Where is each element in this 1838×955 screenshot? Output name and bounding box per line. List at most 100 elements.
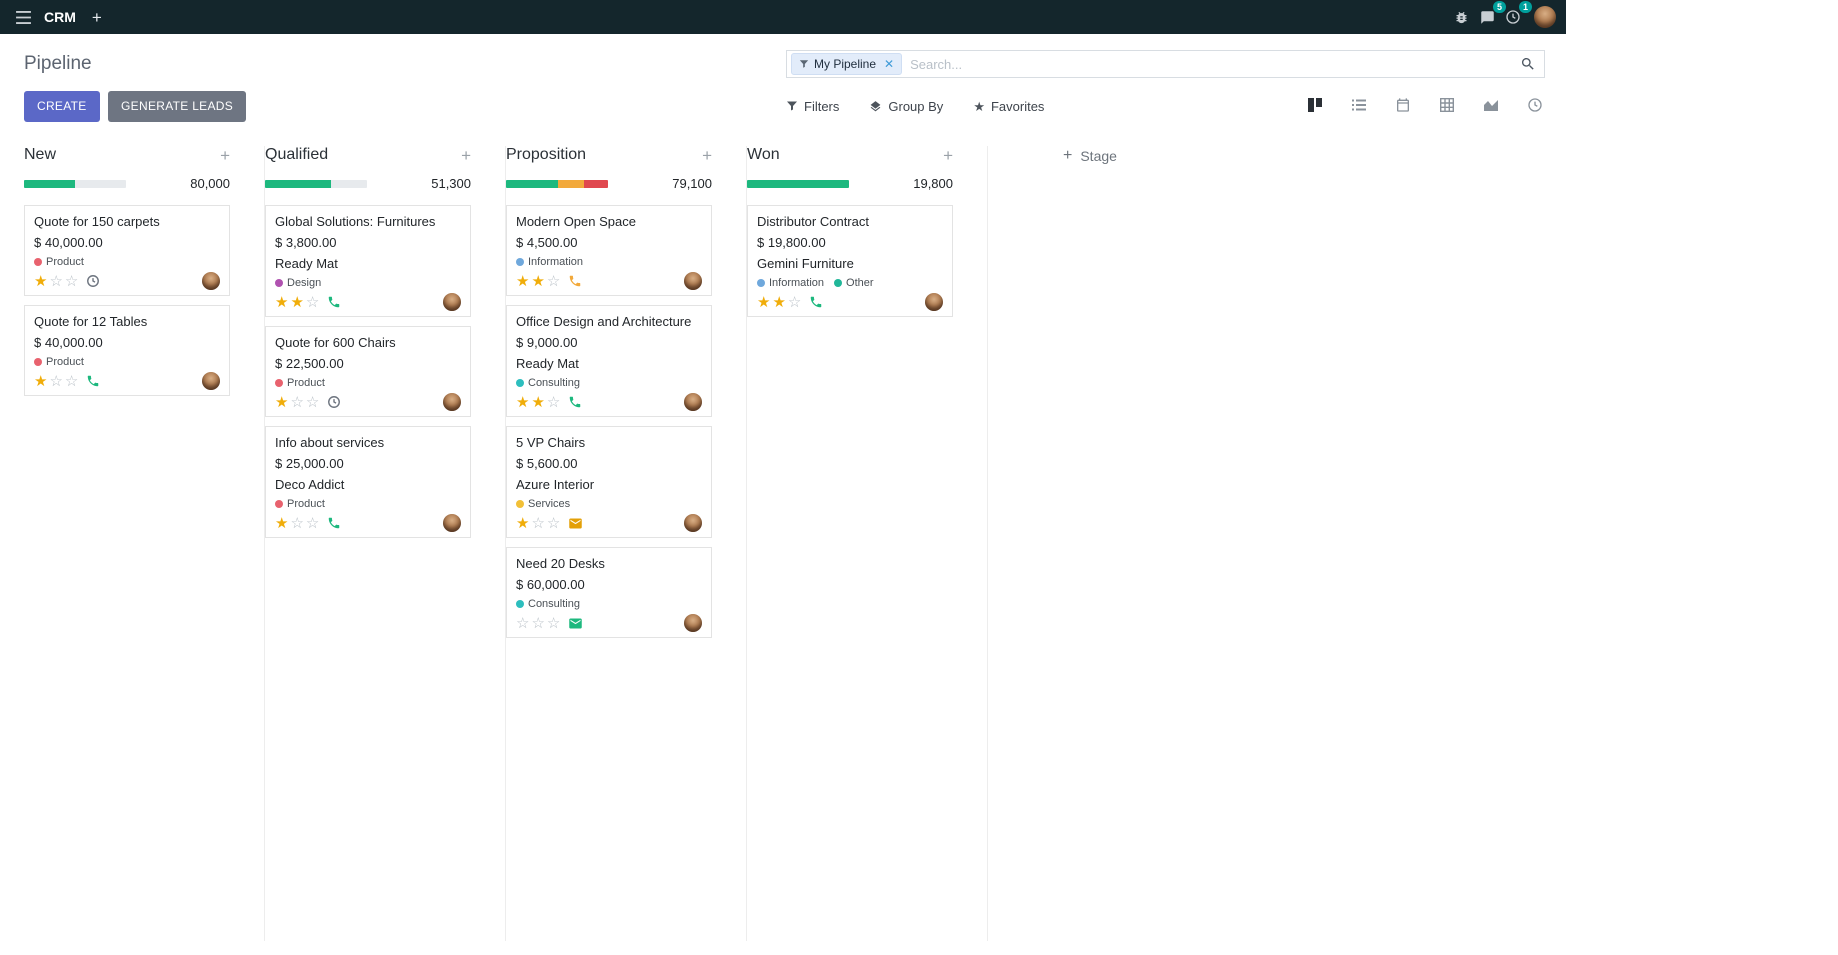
kanban-card[interactable]: Modern Open Space $ 4,500.00 Information ★ ★… [506,205,712,296]
priority-star-icon[interactable]: ☆ [290,393,304,411]
kanban-column-proposition: Proposition +79,100 Modern Open Space $ 4,5… [506,146,747,941]
facet-label: My Pipeline [814,57,877,71]
quick-create-icon[interactable]: + [943,145,953,165]
column-progressbar[interactable] [506,179,608,188]
priority-star-icon[interactable]: ★ [275,514,289,532]
phone-icon[interactable] [568,274,582,288]
column-title[interactable]: Proposition [506,146,587,163]
activities-icon[interactable]: 1 [1500,1,1532,30]
view-list-button[interactable] [1349,95,1369,118]
card-title: Quote for 150 carpets [34,214,160,229]
card-footer: ★ ☆ ☆ [275,393,461,411]
add-icon[interactable]: + [91,7,102,27]
priority-star-icon[interactable]: ★ [275,293,289,311]
priority-star-icon[interactable]: ☆ [49,272,63,290]
kanban-card[interactable]: 5 VP Chairs $ 5,600.00 Azure Interior Servi… [506,426,712,538]
priority-star-icon[interactable]: ★ [531,272,545,290]
search-icon[interactable] [1520,56,1536,72]
layers-icon [869,100,882,113]
priority-star-icon[interactable]: ☆ [531,514,545,532]
quick-create-icon[interactable]: + [702,145,712,165]
success-progress-segment [24,179,75,188]
priority-star-icon[interactable]: ☆ [64,372,79,390]
envelope-icon[interactable] [568,516,583,531]
priority-star-icon[interactable]: ★ [757,293,771,311]
priority-star-icon[interactable]: ☆ [49,372,63,390]
priority-star-icon[interactable]: ☆ [516,614,530,632]
card-title: Quote for 600 Chairs [275,335,396,350]
remove-facet-icon[interactable]: ✕ [884,57,895,71]
card-list: Global Solutions: Furnitures $ 3,800.00 Re… [265,205,471,538]
apps-menu-icon[interactable] [10,4,36,30]
priority-star-icon[interactable]: ★ [290,293,304,311]
priority-star-icon[interactable]: ☆ [305,293,320,311]
view-pivot-button[interactable] [1437,95,1457,118]
phone-icon[interactable] [327,295,341,309]
priority-star-icon[interactable]: ★ [531,393,545,411]
quick-create-icon[interactable]: + [220,145,230,165]
priority-star-icon[interactable]: ☆ [546,614,561,632]
priority-star-icon[interactable]: ☆ [305,393,320,411]
column-progressbar[interactable] [24,179,126,188]
view-activity-button[interactable] [1525,95,1545,118]
quick-create-icon[interactable]: + [461,145,471,165]
column-progress-row: 80,000 [24,176,230,191]
priority-star-icon[interactable]: ★ [516,272,530,290]
priority-star-icon[interactable]: ★ [772,293,786,311]
group-by-button[interactable]: Group By [869,99,943,114]
tag-design: Design [275,277,321,289]
priority-star-icon[interactable]: ★ [34,372,48,390]
priority-star-icon[interactable]: ☆ [305,514,320,532]
column-counter: 80,000 [190,176,230,191]
priority-star-icon[interactable]: ★ [516,514,530,532]
messages-icon[interactable]: 5 [1474,1,1506,30]
add-stage-button[interactable]: + Stage [1063,148,1117,165]
priority-star-icon[interactable]: ☆ [787,293,802,311]
column-progress-row: 51,300 [265,176,471,191]
view-calendar-button[interactable] [1393,95,1413,118]
priority-star-icon[interactable]: ★ [34,272,48,290]
kanban-card[interactable]: Info about services $ 25,000.00 Deco Addic… [265,426,471,538]
search-facet[interactable]: My Pipeline ✕ [791,53,903,75]
column-title[interactable]: Qualified [265,146,329,163]
favorites-button[interactable]: ★ Favorites [973,99,1044,114]
bug-icon[interactable] [1448,4,1474,30]
kanban-card[interactable]: Quote for 12 Tables $ 40,000.00 Product ★ ☆ ☆ [24,305,230,396]
priority-star-icon[interactable]: ☆ [546,514,561,532]
kanban-card[interactable]: Quote for 600 Chairs $ 22,500.00 Product ★ ☆… [265,326,471,417]
clock-icon[interactable] [86,274,100,288]
filters-button[interactable]: Filters [786,99,839,114]
tag-consulting: Consulting [516,598,580,610]
priority-star-icon[interactable]: ★ [516,393,530,411]
phone-icon[interactable] [568,395,582,409]
view-graph-button[interactable] [1481,95,1501,118]
column-title[interactable]: Won [747,146,780,163]
priority-star-icon[interactable]: ☆ [531,614,545,632]
column-title[interactable]: New [24,146,57,163]
view-kanban-button[interactable] [1305,95,1325,118]
column-progressbar[interactable] [265,179,367,188]
kanban-card[interactable]: Office Design and Architecture $ 9,000.00… [506,305,712,417]
tag-label: Product [46,256,84,268]
column-progressbar[interactable] [747,179,849,188]
priority-star-icon[interactable]: ☆ [290,514,304,532]
kanban-card[interactable]: Global Solutions: Furnitures $ 3,800.00 Re… [265,205,471,317]
phone-icon[interactable] [86,374,100,388]
search-input[interactable] [902,56,1520,72]
priority-star-icon[interactable]: ☆ [64,272,79,290]
generate-leads-button[interactable]: GENERATE LEADS [108,90,247,122]
kanban-card[interactable]: Distributor Contract $ 19,800.00 Gemini Fu… [747,205,953,317]
user-avatar[interactable] [1534,6,1556,28]
envelope-icon[interactable] [568,616,583,631]
clock-icon[interactable] [327,395,341,409]
priority-star-icon[interactable]: ★ [275,393,289,411]
create-button[interactable]: CREATE [24,90,100,122]
activities-badge: 1 [1519,1,1532,13]
kanban-card[interactable]: Quote for 150 carpets $ 40,000.00 Product ★… [24,205,230,296]
phone-icon[interactable] [327,516,341,530]
priority-star-icon[interactable]: ☆ [546,272,561,290]
kanban-card[interactable]: Need 20 Desks $ 60,000.00 Consulting ☆ ☆ ☆ [506,547,712,638]
priority-star-icon[interactable]: ☆ [546,393,561,411]
phone-icon[interactable] [809,295,823,309]
app-name[interactable]: CRM [44,9,76,25]
